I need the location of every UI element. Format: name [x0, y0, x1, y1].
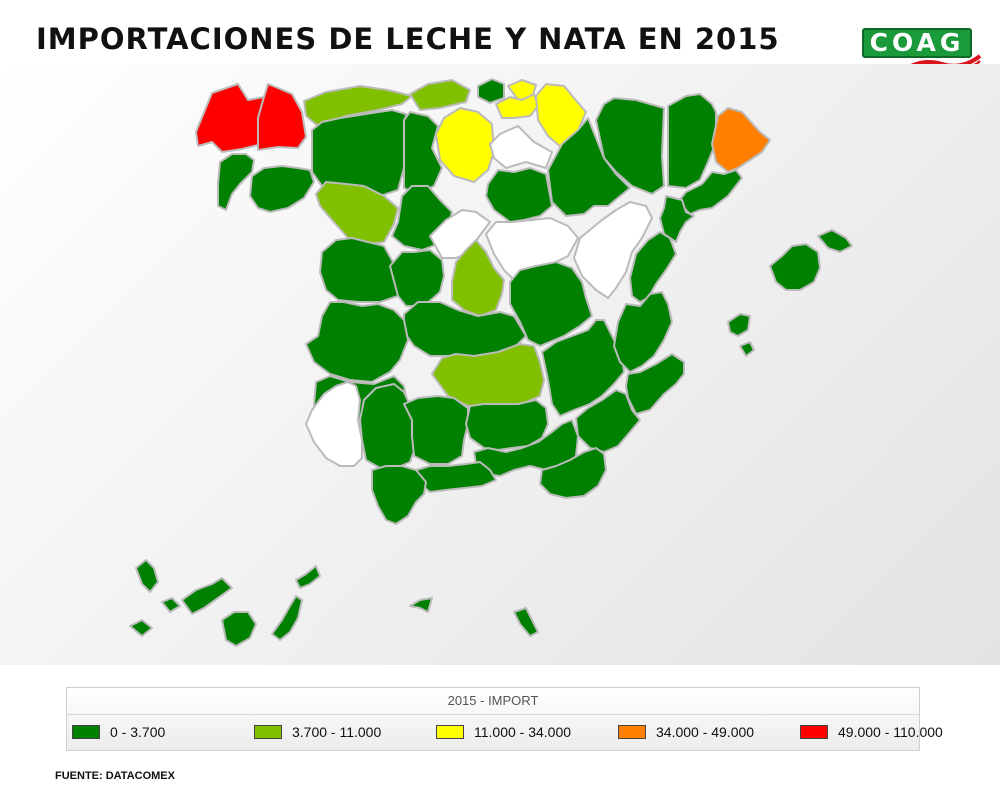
province-albacete[interactable] — [541, 319, 625, 417]
legend-item: 34.000 - 49.000 — [618, 724, 800, 740]
province-asturias[interactable] — [303, 85, 413, 127]
province-fuerteventura[interactable] — [271, 595, 303, 641]
province-caceres[interactable] — [305, 301, 409, 383]
province-el-hierro[interactable] — [129, 619, 153, 637]
province-teruel[interactable] — [573, 201, 653, 299]
province-mallorca[interactable] — [769, 243, 821, 291]
legend-divider — [67, 714, 919, 715]
legend-item: 11.000 - 34.000 — [436, 724, 618, 740]
province-cordoba[interactable] — [403, 395, 469, 465]
map-legend: 2015 - IMPORT 0 - 3.700 3.700 - 11.000 1… — [66, 687, 943, 751]
province-formentera[interactable] — [739, 341, 755, 357]
province-huesca[interactable] — [595, 97, 665, 195]
province-la-gomera[interactable] — [161, 597, 181, 613]
spain-province-map — [129, 78, 853, 647]
province-tarragona[interactable] — [659, 195, 695, 243]
legend-item: 0 - 3.700 — [72, 724, 254, 740]
province-zamora[interactable] — [315, 181, 399, 245]
legend-label: 11.000 - 34.000 — [474, 724, 572, 740]
province-tenerife[interactable] — [181, 577, 233, 615]
legend-swatch — [254, 725, 282, 739]
coag-logo: COAG — [862, 28, 982, 74]
province-gran-canaria[interactable] — [221, 611, 257, 647]
province-castellon[interactable] — [629, 231, 677, 303]
province-burgos[interactable] — [435, 107, 495, 183]
province-ibiza[interactable] — [727, 313, 751, 337]
province-bizkaia[interactable] — [477, 78, 505, 104]
province-sevilla[interactable] — [359, 383, 417, 469]
province-leon[interactable] — [311, 109, 407, 197]
province-lleida[interactable] — [667, 93, 717, 189]
province-segovia[interactable] — [429, 209, 491, 259]
province-palencia[interactable] — [403, 111, 443, 195]
legend-swatch — [72, 725, 100, 739]
province-salamanca[interactable] — [319, 237, 401, 303]
province-guadalajara[interactable] — [485, 217, 579, 281]
province-la-rioja[interactable] — [489, 125, 553, 169]
province-ceuta[interactable] — [409, 597, 433, 613]
province-madrid[interactable] — [451, 239, 505, 317]
province-granada[interactable] — [473, 419, 579, 477]
legend-swatch — [800, 725, 828, 739]
province-murcia[interactable] — [575, 389, 641, 453]
province-almeria[interactable] — [539, 447, 607, 499]
legend-label: 3.700 - 11.000 — [292, 724, 382, 740]
province-soria[interactable] — [485, 167, 553, 223]
province-valencia[interactable] — [613, 291, 673, 373]
province-la-palma[interactable] — [135, 559, 159, 593]
province-cuenca[interactable] — [509, 261, 593, 347]
legend-item: 3.700 - 11.000 — [254, 724, 436, 740]
province-avila[interactable] — [389, 249, 445, 307]
province-cantabria[interactable] — [409, 79, 471, 111]
legend-items: 0 - 3.700 3.700 - 11.000 11.000 - 34.000… — [72, 724, 982, 740]
province-lugo[interactable] — [257, 83, 307, 151]
province-malaga[interactable] — [415, 461, 497, 493]
province-a-coruna[interactable] — [195, 83, 265, 153]
province-pontevedra[interactable] — [217, 153, 255, 211]
legend-swatch — [618, 725, 646, 739]
legend-label: 0 - 3.700 — [110, 724, 166, 740]
legend-label: 34.000 - 49.000 — [656, 724, 755, 740]
logo-badge — [862, 28, 972, 58]
source-note: FUENTE: DATACOMEX — [55, 770, 175, 782]
logo-text: COAG — [869, 28, 965, 57]
page-title: IMPORTACIONES DE LECHE Y NATA EN 2015 — [36, 22, 780, 56]
province-melilla[interactable] — [513, 607, 539, 637]
legend-swatch — [436, 725, 464, 739]
province-lanzarote[interactable] — [295, 565, 321, 589]
province-menorca[interactable] — [817, 229, 853, 253]
province-navarra[interactable] — [535, 83, 587, 149]
province-toledo[interactable] — [403, 301, 527, 357]
province-girona[interactable] — [711, 107, 771, 173]
map-area — [0, 64, 1000, 665]
legend-label: 49.000 - 110.000 — [838, 724, 943, 740]
legend-title: 2015 - IMPORT — [447, 693, 539, 708]
province-cadiz[interactable] — [371, 465, 427, 525]
province-ourense[interactable] — [249, 165, 315, 213]
legend-item: 49.000 - 110.000 — [800, 724, 982, 740]
